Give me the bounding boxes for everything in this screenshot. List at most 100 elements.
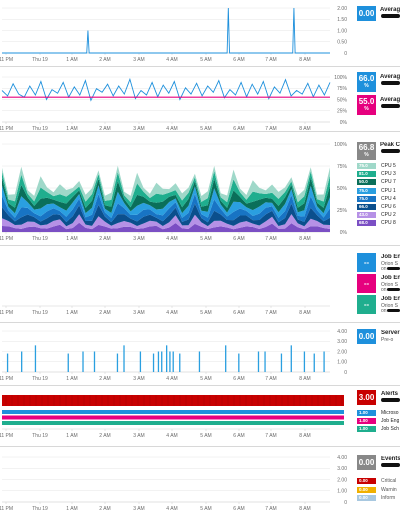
x-tick-label: 1 AM	[66, 57, 77, 63]
bar	[161, 351, 163, 372]
bar	[198, 351, 201, 372]
x-tick-label: 4 AM	[166, 310, 177, 316]
panel-label: Averag	[380, 7, 400, 13]
area-cpu-5	[2, 165, 330, 203]
value-badge-red: 3.00	[357, 390, 376, 405]
x-tick-label: 6 AM	[233, 376, 244, 382]
value-badge-gray: 0.00	[357, 455, 376, 470]
cpu-legend-value: 81.0	[357, 171, 376, 178]
x-tick-label: 7 AM	[265, 126, 276, 130]
cpu-legend-value: 68.0	[357, 220, 376, 227]
area-cpu-1	[2, 185, 330, 218]
y-tick-label: 1.00	[337, 360, 347, 366]
panel-average-2: 100% 75% 50% 25% 0% 11 PM Thu 19 1 AM 2 AM 3 AM 4 …	[0, 67, 400, 130]
redacted-text	[387, 288, 400, 291]
job-subtitle: Orion S	[381, 303, 398, 309]
panel-label: Peak C	[380, 142, 400, 148]
x-tick-label: 2 AM	[99, 376, 110, 382]
x-tick-label: 1 AM	[66, 310, 77, 316]
panel-sublabel: Pre-o	[381, 337, 394, 343]
panel-label-2: Averag	[380, 97, 400, 103]
chart-panel-6: 11 PM Thu 19 1 AM 2 AM 3 AM 4 AM 5 AM 6 AM 7 AM 8…	[0, 395, 344, 439]
redacted-text	[381, 81, 400, 85]
x-tick-label: 3 AM	[133, 433, 144, 439]
event-value: 0.00	[357, 495, 376, 501]
event-name: Warnin	[381, 486, 397, 493]
bar	[34, 345, 37, 372]
x-tick-label: 11 PM	[0, 57, 13, 63]
badge-value: 55.0	[358, 97, 375, 106]
x-tick-label: 4 AM	[166, 376, 177, 382]
alert-name[interactable]: Microso	[381, 410, 399, 416]
bar	[280, 353, 283, 372]
cpu-legend-label: CPU 6	[381, 204, 396, 210]
y-tick-label: 50%	[337, 186, 348, 192]
x-tick-label: 5 AM	[200, 376, 211, 382]
redacted-text	[381, 149, 400, 153]
bar	[67, 353, 69, 372]
x-tick-label: 4 AM	[166, 236, 177, 242]
separator	[0, 446, 400, 447]
alert-name[interactable]: Job Eng	[381, 418, 400, 424]
panel-label: Alerts	[381, 391, 399, 397]
value-badge: 0.00	[357, 329, 376, 344]
job-host: on	[381, 266, 387, 272]
bar	[238, 353, 240, 372]
panel-label: Averag	[380, 74, 400, 80]
badge-value: 3.00	[358, 392, 375, 402]
cpu-legend-value: 50.0	[357, 179, 376, 186]
x-tick-label: 3 AM	[133, 310, 144, 316]
x-tick-label: 1 AM	[66, 126, 77, 130]
x-tick-label: 5 AM	[200, 506, 211, 512]
y-tick-label: 0.50	[337, 40, 347, 46]
bar	[21, 351, 23, 372]
badge-unit: %	[364, 83, 369, 89]
badge-unit: %	[364, 106, 369, 112]
bar	[172, 351, 174, 372]
x-tick-label: 8 AM	[299, 126, 310, 130]
bar	[166, 345, 168, 372]
y-tick-label: 4.00	[337, 329, 347, 335]
x-tick-label: 11 PM	[0, 433, 13, 439]
x-tick-label: 8 AM	[299, 236, 310, 242]
x-tick-label: Thu 19	[32, 506, 48, 512]
bar	[264, 351, 266, 372]
x-tick-label: Thu 19	[32, 236, 48, 242]
chart-panel-4: 11 PM Thu 19 1 AM 2 AM 3 AM 4 AM 5 AM 6 AM 7 AM 8…	[0, 305, 330, 316]
x-tick-label: 7 AM	[265, 433, 276, 439]
x-tick-label: 6 AM	[233, 433, 244, 439]
alert-value: 1.00	[357, 410, 376, 416]
badge-value: 66.8	[358, 143, 375, 152]
job-subtitle: Orion S	[381, 261, 398, 267]
x-tick-label: 8 AM	[299, 310, 310, 316]
x-tick-label: 11 PM	[0, 236, 13, 242]
y-tick-label: 1.00	[337, 489, 347, 495]
panel-job-engine: 11 PM Thu 19 1 AM 2 AM 3 AM 4 AM 5 AM 6 AM 7 AM 8…	[0, 246, 400, 322]
x-tick-label: 7 AM	[265, 376, 276, 382]
panel-server: 4.00 3.00 2.00 1.00 0 11 PM Thu 19 1 AM 2 AM 3 AM…	[0, 323, 400, 385]
y-tick-label: 25%	[337, 208, 348, 214]
alert-name[interactable]: Job Sch	[381, 426, 400, 432]
y-tick-label: 1.00	[337, 28, 347, 34]
bar	[116, 353, 119, 372]
bar	[123, 345, 125, 372]
y-tick-label: 4.00	[337, 455, 347, 461]
badge-value: 66.0	[358, 74, 375, 83]
x-tick-label: 2 AM	[99, 236, 110, 242]
x-tick-label: 3 AM	[133, 126, 144, 130]
job-value-badge: --	[357, 253, 376, 272]
job-title: Job Eng	[381, 296, 400, 302]
cpu-legend-value: 75.0	[357, 187, 376, 194]
x-tick-label: 6 AM	[233, 236, 244, 242]
area-cpu-6	[2, 203, 330, 227]
x-tick-label: 2 AM	[99, 57, 110, 63]
panel-label: Server	[381, 330, 400, 336]
cpu-legend-value: 43.0	[357, 212, 376, 219]
bar	[323, 351, 325, 372]
cpu-legend-value: 75.0	[357, 163, 376, 169]
separator	[0, 322, 400, 323]
job-title: Job Eng	[381, 254, 400, 260]
x-tick-label: 5 AM	[200, 126, 211, 130]
y-tick-label: 2.00	[337, 349, 347, 355]
y-tick-label: 100%	[334, 142, 347, 148]
